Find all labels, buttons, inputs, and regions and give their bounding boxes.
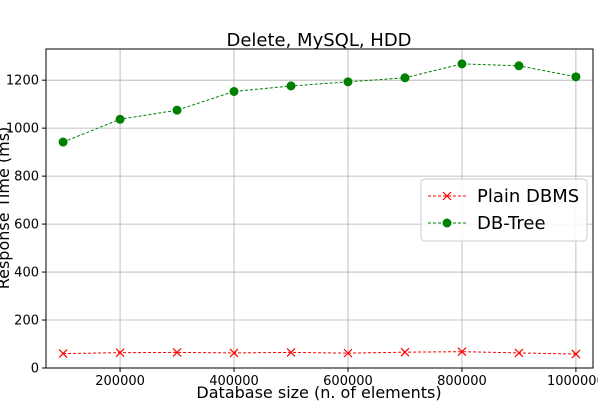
series-line xyxy=(62,63,577,143)
data-point xyxy=(58,137,68,147)
y-tick-label: 200 xyxy=(14,314,39,329)
x-tick-label: 800000 xyxy=(437,374,487,389)
data-point xyxy=(457,347,467,357)
y-axis-label: Response Time (ms) xyxy=(0,127,13,290)
plot-frame xyxy=(45,48,594,369)
x-axis-label: Database size (n. of elements) xyxy=(196,383,441,402)
x-tick-label: 200000 xyxy=(95,374,145,389)
data-point xyxy=(457,59,467,69)
data-point xyxy=(229,348,239,358)
data-point xyxy=(115,348,125,358)
data-point xyxy=(286,81,296,91)
data-point xyxy=(400,347,410,357)
legend-label: Plain DBMS xyxy=(477,186,579,207)
data-point xyxy=(343,348,353,358)
data-point xyxy=(172,105,182,115)
data-point xyxy=(571,349,581,359)
x-tick-label: 400000 xyxy=(209,374,259,389)
data-point xyxy=(229,86,239,96)
series-layer xyxy=(58,59,581,359)
legend-item: Plain DBMS xyxy=(428,186,579,207)
data-point xyxy=(172,347,182,357)
data-point xyxy=(514,61,524,71)
series-db-tree xyxy=(58,59,581,147)
y-tick-label: 400 xyxy=(14,266,39,281)
series-line xyxy=(63,351,576,355)
y-tick-label: 0 xyxy=(31,362,39,377)
legend-box xyxy=(420,178,588,242)
data-point xyxy=(286,347,296,357)
y-tick-label: 1200 xyxy=(6,74,39,89)
legend-item: DB-Tree xyxy=(428,213,546,234)
data-point xyxy=(514,348,524,358)
x-tick-label: 600000 xyxy=(323,374,373,389)
data-point xyxy=(115,114,125,124)
series-plain-dbms xyxy=(58,347,581,359)
chart-title: Delete, MySQL, HDD xyxy=(226,30,411,51)
y-tick-label: 1000 xyxy=(6,122,39,137)
legend-marker xyxy=(442,191,452,201)
data-point xyxy=(58,349,68,359)
legend-label: DB-Tree xyxy=(477,213,546,234)
data-point xyxy=(343,77,353,87)
y-tick-label: 800 xyxy=(14,170,39,185)
legend: Plain DBMS DB-Tree xyxy=(420,178,588,242)
y-tick-label: 600 xyxy=(14,218,39,233)
data-point xyxy=(400,73,410,83)
legend-marker xyxy=(442,218,452,228)
data-point xyxy=(571,72,581,82)
